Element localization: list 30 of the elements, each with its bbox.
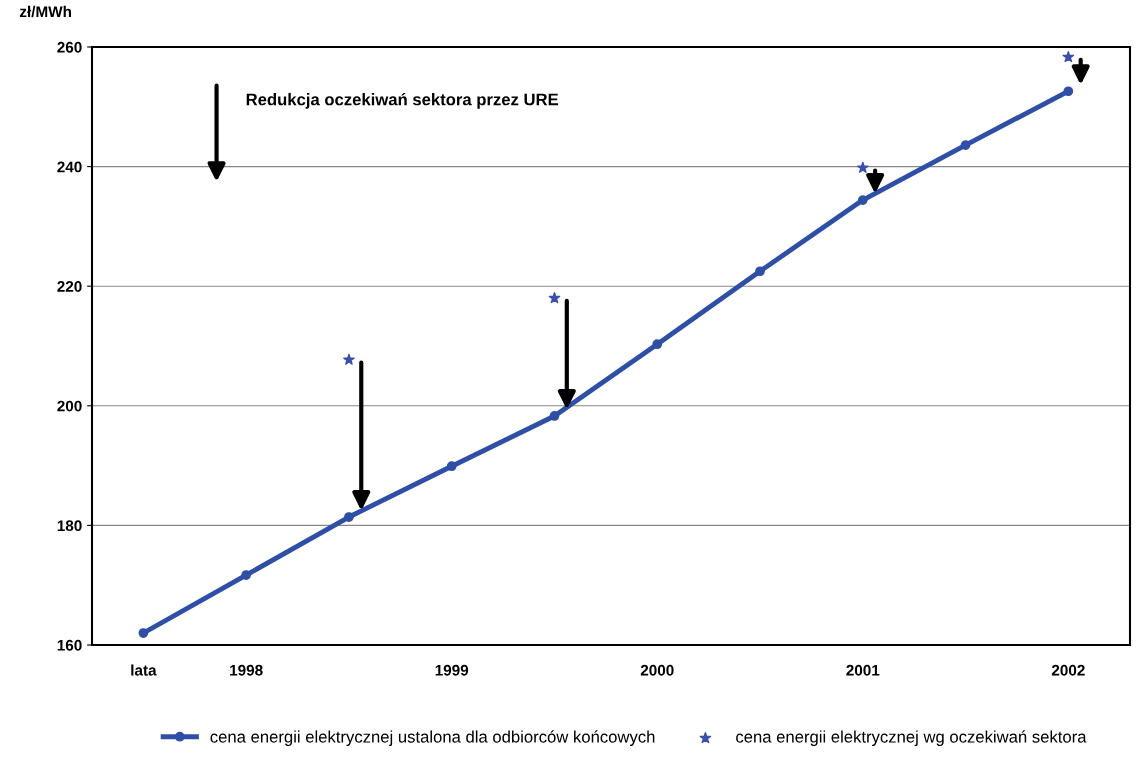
point — [344, 512, 354, 522]
x-tick-label: 2000 — [640, 664, 674, 676]
point — [446, 461, 457, 472]
point — [548, 292, 561, 304]
point — [343, 353, 355, 365]
point — [857, 195, 868, 205]
legend-label: cena energii elektrycznej wg oczekiwań sektora — [736, 730, 1087, 746]
y-tick-label: 180 — [57, 520, 82, 532]
point — [856, 161, 869, 173]
point — [652, 339, 663, 350]
x-tick-label: 1998 — [230, 664, 263, 676]
y-axis-title: zł/MWh — [19, 5, 71, 18]
point — [1062, 51, 1075, 63]
legend-label: cena energii elektrycznej ustalona dla odbiorców końcowych — [210, 730, 655, 746]
y-tick-label: 220 — [57, 281, 82, 292]
point — [138, 628, 149, 638]
y-tick-label: 260 — [57, 41, 82, 53]
y-tick-label: 200 — [57, 400, 82, 412]
annotation: Redukcja oczekiwań sektora przez URE — [246, 92, 559, 109]
x-tick-label: lata — [131, 664, 157, 676]
point — [960, 140, 971, 150]
point — [549, 411, 560, 421]
point — [1063, 86, 1074, 97]
x-tick-label: 1999 — [435, 664, 469, 676]
x-tick-label: 2002 — [1051, 664, 1085, 676]
y-tick-label: 240 — [57, 161, 82, 173]
x-tick-label: 2001 — [846, 664, 880, 676]
point — [755, 266, 765, 277]
point — [241, 570, 252, 580]
y-tick-label: 160 — [57, 639, 82, 651]
